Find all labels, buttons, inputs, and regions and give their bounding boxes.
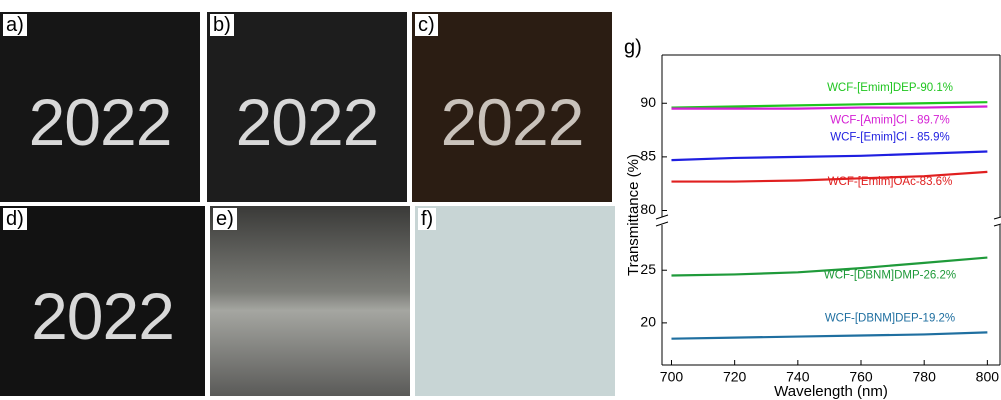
x-tick-label: 780: [913, 369, 937, 385]
series-line: [671, 332, 987, 338]
break-mark: [656, 215, 1001, 226]
x-tick-label: 740: [786, 369, 810, 385]
y-tick-label: 90: [640, 94, 656, 110]
y-axis-label: Transmittance (%): [625, 154, 642, 276]
x-tick-label: 720: [723, 369, 747, 385]
series-label: WCF-[DBNM]DEP-19.2%: [825, 312, 955, 324]
y-tick-label: 25: [640, 261, 656, 277]
chart: g) Transmittance (%)80 85 90 WCF-[Emim]DEP-9…: [0, 0, 1001, 400]
series-label: WCF-[Amim]Cl - 89.7%: [830, 115, 949, 127]
series-line: [671, 152, 987, 161]
series-label: WCF-[DBNM]DMP-26.2%: [824, 270, 956, 282]
y-tick-label: 20: [640, 314, 656, 330]
series-label: WCF-[Emim]DEP-90.1%: [827, 82, 953, 94]
x-axis-label: Wavelength (nm): [774, 383, 888, 400]
series-label: WCF-[Emim]Cl - 85.9%: [830, 132, 949, 144]
page: a)2022 b)2022 c)2022 d)2022 e) f) g)Tran…: [0, 0, 1001, 400]
x-tick-label: 760: [849, 369, 873, 385]
x-tick-label: 800: [976, 369, 1000, 385]
y-tick-label: 85: [640, 148, 656, 164]
y-tick-label: 80: [640, 201, 656, 217]
series-label: WCF-[Emim]OAc-83.6%: [828, 176, 953, 188]
panel-label: g): [624, 36, 642, 58]
x-tick-label: 700: [660, 369, 684, 385]
